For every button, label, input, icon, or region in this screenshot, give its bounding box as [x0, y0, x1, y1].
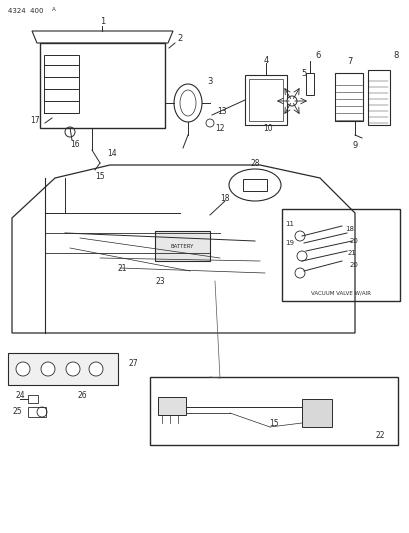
Text: 7: 7: [346, 56, 352, 66]
Text: 2: 2: [177, 34, 182, 43]
Text: 14: 14: [107, 149, 117, 157]
Bar: [281, 209, 399, 301]
Text: 27: 27: [128, 359, 137, 368]
Text: 1: 1: [100, 17, 105, 26]
Text: 23: 23: [155, 277, 164, 286]
Bar: [28, 407, 46, 417]
Bar: [155, 231, 209, 261]
Text: 22: 22: [374, 431, 384, 440]
Text: 13: 13: [217, 107, 226, 116]
Text: 6: 6: [315, 51, 320, 60]
Text: 12: 12: [215, 124, 224, 133]
Circle shape: [16, 362, 30, 376]
Bar: [301, 399, 331, 427]
Text: 28: 28: [249, 158, 259, 167]
Bar: [367, 70, 389, 125]
Text: 19: 19: [285, 240, 294, 246]
Text: 15: 15: [95, 172, 105, 181]
Text: 16: 16: [70, 140, 80, 149]
Text: 11: 11: [285, 221, 294, 227]
Text: A: A: [52, 6, 56, 12]
Text: 8: 8: [392, 51, 398, 60]
Circle shape: [41, 362, 55, 376]
Bar: [243, 179, 266, 191]
Text: 21: 21: [117, 263, 126, 272]
Text: 25: 25: [12, 407, 22, 416]
Text: VACUUM VALVE W/AIR: VACUUM VALVE W/AIR: [310, 290, 370, 295]
Text: 10: 10: [263, 124, 272, 133]
Bar: [150, 377, 397, 445]
Text: 18: 18: [220, 193, 229, 203]
Bar: [334, 73, 362, 121]
Text: BATTERY: BATTERY: [170, 244, 193, 248]
Text: 17: 17: [30, 116, 40, 125]
Text: 20: 20: [349, 262, 357, 268]
Text: 24: 24: [16, 391, 25, 400]
Bar: [157, 397, 186, 415]
Bar: [245, 75, 286, 125]
Text: 15: 15: [269, 418, 278, 427]
Bar: [8, 353, 118, 385]
Text: 3: 3: [207, 77, 212, 85]
Bar: [305, 73, 313, 95]
Circle shape: [89, 362, 103, 376]
Text: 4324  400: 4324 400: [8, 8, 43, 14]
Circle shape: [286, 96, 296, 106]
Text: 9: 9: [351, 141, 357, 149]
Bar: [44, 55, 79, 113]
Text: 18: 18: [345, 226, 354, 232]
Bar: [248, 79, 282, 121]
Bar: [28, 395, 38, 403]
Bar: [40, 43, 164, 128]
Text: 26: 26: [77, 391, 87, 400]
Text: 21: 21: [347, 250, 355, 256]
Text: 20: 20: [349, 238, 357, 244]
Text: 5: 5: [301, 69, 306, 77]
Circle shape: [66, 362, 80, 376]
Text: 4: 4: [263, 55, 268, 64]
